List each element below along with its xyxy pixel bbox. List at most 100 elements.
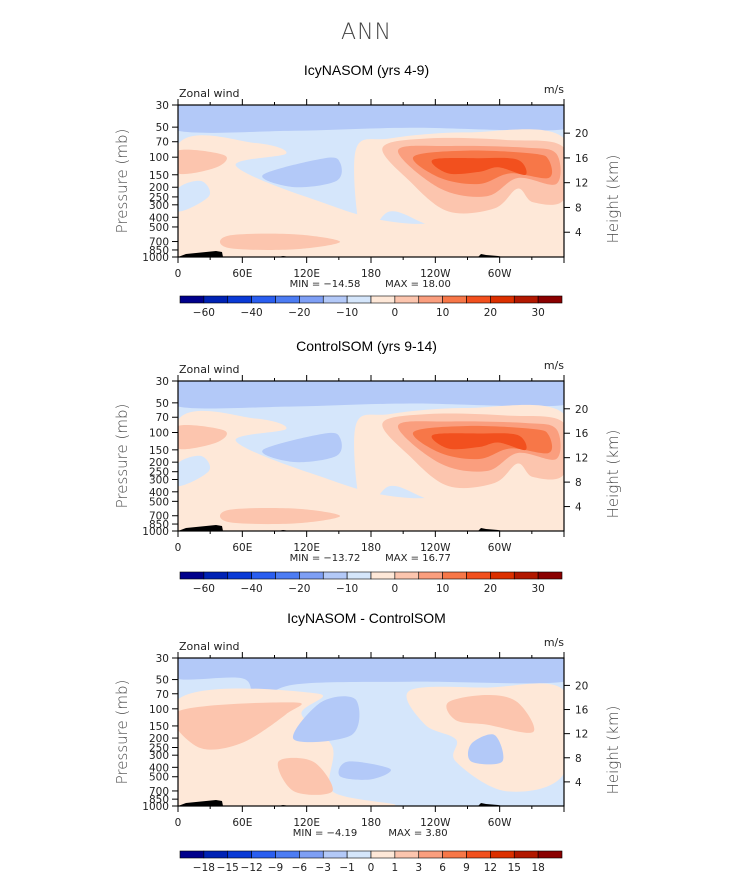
min-label: MIN = −4.19 xyxy=(293,828,357,839)
colorbar-label: 15 xyxy=(508,862,521,872)
colorbar-swatch xyxy=(299,571,324,580)
x-tick-label: 0 xyxy=(175,817,182,829)
colorbar-swatch xyxy=(513,850,539,859)
y-tick-label: 100 xyxy=(149,152,169,164)
colorbar-label: −60 xyxy=(193,307,215,319)
colorbar-swatch xyxy=(322,850,348,859)
colorbar-swatch xyxy=(418,850,443,859)
colorbar-swatch xyxy=(466,295,491,304)
colorbar-swatch xyxy=(346,295,372,304)
colorbar-label: −40 xyxy=(241,583,263,595)
y-right-tick-label: 8 xyxy=(575,753,582,765)
colorbar-swatch xyxy=(346,850,372,859)
y-right-tick-label: 8 xyxy=(575,477,582,489)
x-tick-label: 60E xyxy=(232,817,252,829)
min-label: MIN = −13.72 xyxy=(290,553,361,564)
contour-region xyxy=(178,381,564,409)
y-tick-label: 70 xyxy=(156,137,169,149)
colorbar-swatch xyxy=(179,850,205,859)
variable-label: Zonal wind xyxy=(179,87,240,100)
y-tick-label: 50 xyxy=(156,675,169,687)
x-tick-label: 120W xyxy=(420,268,451,280)
colorbar-swatch xyxy=(179,571,205,580)
y-tick-label: 850 xyxy=(149,519,169,531)
y-right-tick-label: 12 xyxy=(575,453,588,465)
colorbar-swatch xyxy=(418,571,443,580)
colorbar-swatch xyxy=(537,571,563,580)
units-label: m/s xyxy=(544,636,564,649)
panel-2: 0 60E 120E 180 120W 60W3050701001502002503004… xyxy=(113,359,622,595)
colorbar-label: 10 xyxy=(436,583,449,595)
x-tick-label: 120E xyxy=(293,542,320,554)
colorbar-swatch xyxy=(227,850,252,859)
y-right-tick-label: 4 xyxy=(575,227,582,239)
y-tick-label: 1000 xyxy=(142,252,169,264)
y-tick-label: 700 xyxy=(149,511,169,523)
colorbar-label: 1 xyxy=(392,862,399,872)
colorbar-swatch xyxy=(251,850,276,859)
y-tick-label: 150 xyxy=(149,170,169,182)
variable-label: Zonal wind xyxy=(179,363,240,376)
panel-2-title: ControlSOM (yrs 9-14) xyxy=(296,338,437,354)
y-tick-label: 1000 xyxy=(142,801,169,813)
colorbar-label: 0 xyxy=(368,862,375,872)
contour-region xyxy=(262,157,342,188)
x-tick-label: 60W xyxy=(488,268,512,280)
colorbar-label: 0 xyxy=(392,307,399,319)
colorbar-swatch xyxy=(418,295,443,304)
contour-region xyxy=(431,157,527,176)
y-tick-label: 200 xyxy=(149,182,169,194)
x-tick-label: 120E xyxy=(293,817,320,829)
y-right-tick-label: 8 xyxy=(575,202,582,214)
y-right-tick-label: 4 xyxy=(575,777,582,789)
colorbar-swatch xyxy=(537,850,563,859)
y-tick-label: 30 xyxy=(156,100,169,112)
colorbar-swatch xyxy=(275,571,300,580)
colorbar-label: 3 xyxy=(415,862,422,872)
y-tick-label: 70 xyxy=(156,412,169,424)
x-tick-label: 60W xyxy=(488,817,512,829)
colorbar-swatch xyxy=(466,850,491,859)
colorbar-swatch xyxy=(394,571,420,580)
colorbar-label: −10 xyxy=(336,307,358,319)
colorbar-label: 6 xyxy=(439,862,446,872)
colorbar-swatch xyxy=(275,850,300,859)
y-axis-title: Pressure (mb) xyxy=(113,129,131,234)
colorbar-label: −40 xyxy=(241,307,263,319)
contour-region xyxy=(178,149,227,175)
y-tick-label: 850 xyxy=(149,245,169,257)
units-label: m/s xyxy=(544,359,564,372)
contour-region xyxy=(178,455,211,487)
y-right-tick-label: 20 xyxy=(575,680,588,692)
contour-region xyxy=(178,105,564,133)
colorbar-label: −3 xyxy=(316,862,331,872)
colorbar-swatch xyxy=(370,850,396,859)
x-tick-label: 60E xyxy=(232,268,252,280)
y-tick-label: 300 xyxy=(149,474,169,486)
colorbar-label: 20 xyxy=(484,583,497,595)
colorbar-swatch xyxy=(251,295,276,304)
variable-label: Zonal wind xyxy=(179,640,240,653)
y-right-tick-label: 20 xyxy=(575,128,588,140)
colorbar-label: −18 xyxy=(193,862,215,872)
colorbar-label: −12 xyxy=(241,862,263,872)
colorbar-label: −20 xyxy=(288,583,310,595)
colorbar-swatch xyxy=(537,295,563,304)
y-right-tick-label: 12 xyxy=(575,178,588,190)
colorbar-label: −60 xyxy=(193,583,215,595)
panel-1: 0 60E 120E 180 120W 60W3050701001502002503004… xyxy=(113,83,622,319)
colorbar-swatch xyxy=(394,295,420,304)
panel-3-title: IcyNASOM - ControlSOM xyxy=(287,610,446,626)
colorbar-swatch xyxy=(275,295,300,304)
colorbar-swatch xyxy=(322,571,348,580)
colorbar-swatch xyxy=(513,571,539,580)
y-right-tick-label: 16 xyxy=(575,153,589,165)
y-tick-label: 100 xyxy=(149,428,169,440)
y-right-tick-label: 12 xyxy=(575,729,588,741)
y-tick-label: 300 xyxy=(149,750,169,762)
y-tick-label: 400 xyxy=(149,762,169,774)
colorbar-swatch xyxy=(370,571,396,580)
x-tick-label: 60W xyxy=(488,542,512,554)
x-tick-label: 120W xyxy=(420,542,451,554)
